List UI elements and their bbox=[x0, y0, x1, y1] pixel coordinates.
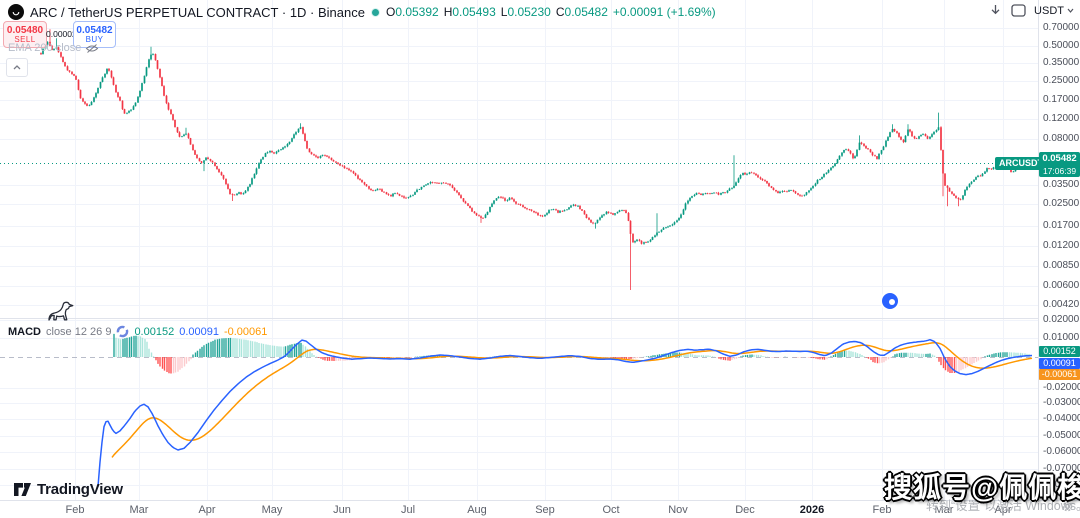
price-tick-label: 0.50000 bbox=[1043, 40, 1080, 51]
price-tick-label: 0.02500 bbox=[1043, 198, 1080, 209]
open-label: O bbox=[385, 5, 396, 19]
close-label: C bbox=[555, 5, 565, 19]
macd-indicator-legend[interactable]: MACD close 12 26 9 0.00152 0.00091 -0.00… bbox=[8, 325, 267, 338]
buy-label: BUY bbox=[85, 34, 104, 44]
macd-hist-value: 0.00152 bbox=[134, 325, 175, 338]
price-tick-label: 0.17000 bbox=[1043, 94, 1080, 105]
loading-spinner-icon bbox=[117, 325, 129, 338]
price-tick-label: -0.04000 bbox=[1043, 413, 1080, 424]
macd-title: MACD bbox=[8, 325, 41, 338]
current-price-badge: 0.05482 17:06:39 bbox=[1039, 152, 1080, 177]
current-price-value: 0.05482 bbox=[1042, 153, 1077, 164]
price-tick-label: 0.12000 bbox=[1043, 113, 1080, 124]
time-tick-label: Feb bbox=[872, 504, 892, 516]
price-tick-label: 0.08000 bbox=[1043, 133, 1080, 144]
symbol-header: ARC / TetherUS PERPETUAL CONTRACT · 1D ·… bbox=[8, 3, 716, 21]
buy-price: 0.05482 bbox=[76, 24, 113, 36]
ema-legend-text: EMA 200 close bbox=[8, 42, 82, 54]
symbol-logo-icon[interactable] bbox=[8, 4, 24, 20]
download-icon[interactable] bbox=[988, 3, 1003, 18]
buy-button[interactable]: 0.05482 BUY bbox=[73, 21, 116, 48]
time-tick-label: Oct bbox=[602, 504, 620, 516]
toolbar-right: USDT bbox=[988, 3, 1074, 18]
price-tick-label: 0.25000 bbox=[1043, 75, 1080, 86]
time-tick-label: Apr bbox=[198, 504, 216, 516]
price-tick-label: 0.01200 bbox=[1043, 240, 1080, 251]
price-tick-label: 0.03500 bbox=[1043, 179, 1080, 190]
high-value: 0.05493 bbox=[452, 5, 496, 19]
macd-signal-badge: -0.00061 bbox=[1039, 369, 1080, 380]
time-tick-label: Nov bbox=[668, 504, 688, 516]
price-tick-label: 0.01700 bbox=[1043, 220, 1080, 231]
price-tick-label: -0.03000 bbox=[1043, 397, 1080, 408]
high-label: H bbox=[443, 5, 453, 19]
market-status-dot-icon[interactable] bbox=[370, 7, 380, 17]
spread-value: 0.00002 bbox=[46, 29, 77, 39]
time-tick-label: Apr bbox=[994, 504, 1012, 516]
sohu-watermark: 搜狐号@佩佩梭哈 bbox=[884, 472, 1080, 503]
time-tick-label: May bbox=[261, 504, 283, 516]
price-tick-label: -0.08000 bbox=[1043, 479, 1080, 490]
sell-button[interactable]: 0.05480 SELL bbox=[3, 21, 47, 48]
sell-label: SELL bbox=[14, 34, 36, 44]
sell-price: 0.05480 bbox=[6, 24, 44, 36]
price-tick-label: 0.02000 bbox=[1043, 314, 1080, 325]
change-value: +0.00091 (+1.69%) bbox=[612, 5, 716, 19]
ohlc-values: O0.05392 H0.05493 L0.05230 C0.05482 +0.0… bbox=[386, 5, 716, 19]
bar-countdown: 17:06:39 bbox=[1042, 166, 1077, 176]
price-tick-label: -0.06000 bbox=[1043, 446, 1080, 457]
symbol-title[interactable]: ARC / TetherUS PERPETUAL CONTRACT · 1D ·… bbox=[30, 4, 365, 20]
price-tick-label: 0.00600 bbox=[1043, 280, 1080, 291]
close-value: 0.05482 bbox=[564, 5, 608, 19]
pointer-cursor-icon bbox=[880, 291, 900, 311]
open-value: 0.05392 bbox=[395, 5, 439, 19]
price-tick-label: 0.70000 bbox=[1043, 22, 1080, 33]
price-tick-label: -0.02000 bbox=[1043, 382, 1080, 393]
price-tick-label: 0.01000 bbox=[1043, 332, 1080, 343]
low-value: 0.05230 bbox=[507, 5, 551, 19]
time-tick-label: Jul bbox=[400, 504, 416, 516]
time-tick-label: Jun bbox=[333, 504, 351, 516]
ema-indicator-legend[interactable]: EMA 200 close bbox=[8, 42, 99, 54]
currency-label: USDT bbox=[1034, 4, 1064, 17]
windows-activate-text: 转到“设置”以激活 Windows。 bbox=[926, 499, 1080, 513]
time-tick-label: Mar bbox=[934, 504, 954, 516]
time-tick-label: Aug bbox=[467, 504, 487, 516]
tradingview-logo[interactable]: TradingView bbox=[13, 481, 123, 498]
hidden-eye-icon[interactable] bbox=[85, 43, 99, 54]
tradingview-logo-text: TradingView bbox=[37, 481, 123, 498]
time-axis[interactable]: Feb Mar Apr May Jun Jul Aug Sep Oct Nov Dec 2026 Feb… bbox=[0, 500, 1080, 518]
price-tick-label: -0.05000 bbox=[1043, 430, 1080, 441]
time-tick-label: Dec bbox=[735, 504, 755, 516]
chevron-down-icon bbox=[1067, 8, 1074, 13]
settings-gear-icon bbox=[1062, 501, 1073, 512]
chevron-up-icon bbox=[13, 65, 21, 70]
tradingview-mark-icon bbox=[14, 483, 31, 496]
dinosaur-doodle-icon bbox=[48, 301, 74, 321]
low-label: L bbox=[500, 5, 508, 19]
fullscreen-icon[interactable] bbox=[1011, 4, 1026, 17]
macd-line-value: 0.00091 bbox=[179, 325, 219, 338]
time-tick-label: Mar bbox=[129, 504, 149, 516]
macd-signal-value: -0.00061 bbox=[223, 325, 268, 338]
time-tick-label: 2026 bbox=[799, 504, 825, 516]
macd-params: close 12 26 9 bbox=[46, 325, 112, 338]
collapse-legend-button[interactable] bbox=[6, 58, 28, 77]
price-tick-label: -0.07000 bbox=[1043, 463, 1080, 474]
time-tick-label: Feb bbox=[65, 504, 85, 516]
price-tick-label: 0.00850 bbox=[1043, 260, 1080, 271]
time-tick-label: Sep bbox=[535, 504, 555, 516]
currency-dropdown[interactable]: USDT bbox=[1034, 5, 1074, 17]
price-tick-label: 0.35000 bbox=[1043, 57, 1080, 68]
macd-hist-badge: 0.00152 bbox=[1039, 346, 1080, 357]
macd-line-badge: 0.00091 bbox=[1039, 357, 1080, 369]
price-tick-label: 0.00420 bbox=[1043, 299, 1080, 310]
price-axis[interactable]: 0.70000 0.50000 0.35000 0.25000 0.17000 0.120… bbox=[1038, 0, 1080, 500]
